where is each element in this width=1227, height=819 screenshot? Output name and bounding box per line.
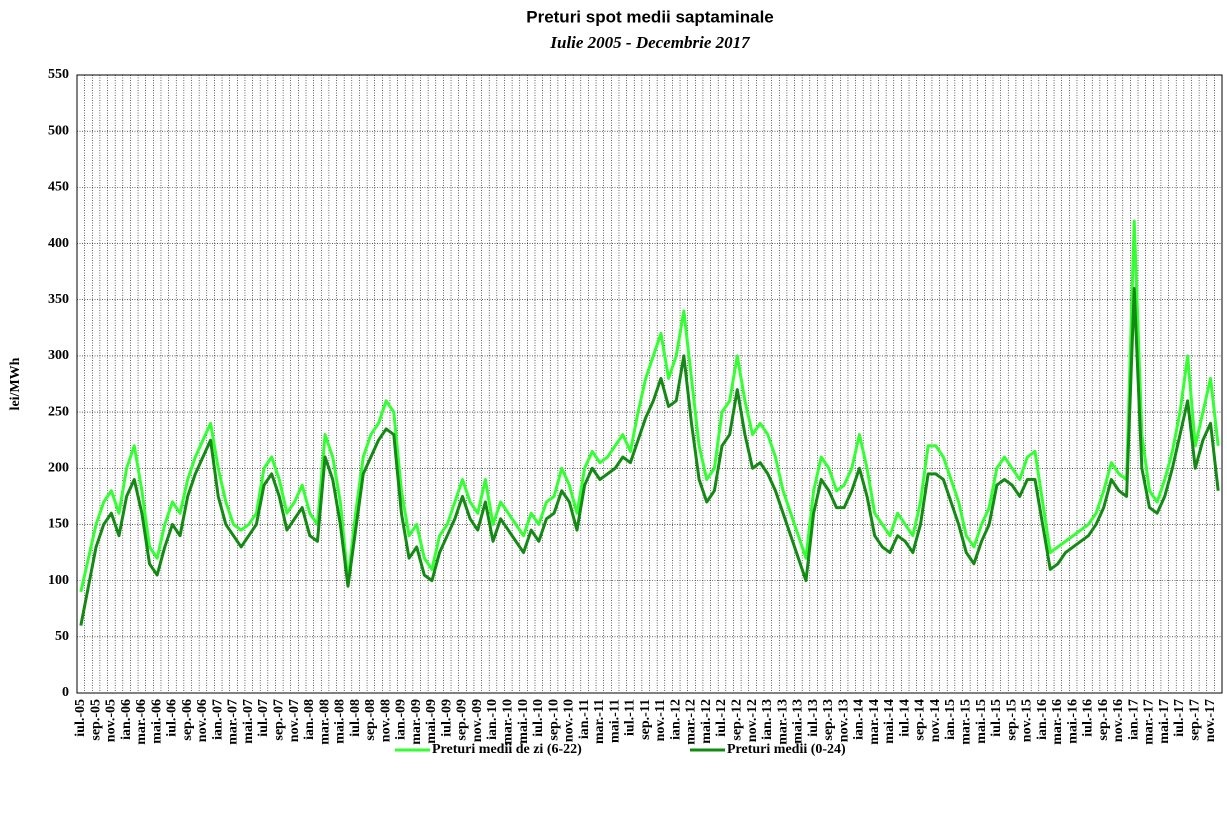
- x-tick-label: sep.-08: [363, 699, 378, 741]
- x-tick-label: sep.-17: [1188, 699, 1203, 741]
- x-tick-label: nov.-10: [562, 699, 577, 742]
- x-tick-label: nov.-07: [287, 699, 302, 742]
- x-tick-label: sep.-11: [638, 699, 653, 740]
- y-tick-label: 400: [48, 236, 69, 251]
- x-tick-label: mar.-17: [1142, 699, 1157, 745]
- x-tick-label: mar.-14: [867, 699, 882, 745]
- x-tick-label: nov.-06: [195, 699, 210, 742]
- x-tick-label: sep.-09: [455, 699, 470, 741]
- x-tick-label: iul.-16: [1081, 699, 1096, 737]
- plot-frame: [76, 74, 1223, 694]
- x-tick-label: nov.-14: [928, 699, 943, 742]
- x-tick-label: mar.-13: [775, 699, 790, 745]
- x-tick-label: ian.-10: [485, 699, 500, 740]
- x-tick-label: mai.-17: [1157, 699, 1172, 744]
- x-tick-label: iul.-08: [348, 699, 363, 737]
- x-tick-label: iul.-17: [1172, 699, 1187, 737]
- legend-label: Preturi medii (0-24): [727, 742, 846, 757]
- x-tick-label: mai.-08: [333, 699, 348, 744]
- y-tick-label: 550: [48, 67, 69, 82]
- y-axis-label: lei/MWh: [8, 357, 23, 410]
- x-tick-label: ian.-07: [210, 699, 225, 740]
- x-tick-label: iul.-10: [531, 699, 546, 737]
- y-tick-label: 500: [48, 123, 69, 138]
- x-tick-label: mai.-12: [699, 699, 714, 744]
- y-tick-label: 250: [48, 404, 69, 419]
- x-tick-label: nov.-05: [104, 699, 119, 742]
- x-tick-label: mar.-09: [409, 699, 424, 745]
- x-tick-label: ian.-09: [394, 699, 409, 740]
- x-tick-label: mai.-13: [791, 699, 806, 744]
- y-tick-label: 150: [48, 517, 69, 532]
- x-tick-label: ian.-08: [302, 699, 317, 740]
- x-tick-label: ian.-16: [1035, 699, 1050, 740]
- x-tick-label: nov.-12: [745, 699, 760, 742]
- x-tick-label: sep.-15: [1004, 699, 1019, 741]
- x-tick-label: sep.-14: [913, 699, 928, 741]
- x-tick-label: nov.-16: [1111, 699, 1126, 742]
- x-tick-label: sep.-06: [180, 699, 195, 741]
- chart-title: Preturi spot medii saptaminale: [526, 7, 774, 26]
- x-tick-label: nov.-17: [1203, 699, 1218, 742]
- x-tick-label: sep.-13: [821, 699, 836, 741]
- x-tick-label: iul.-11: [623, 699, 638, 736]
- y-tick-label: 350: [48, 292, 69, 307]
- x-tick-label: ian.-15: [943, 699, 958, 740]
- x-tick-label: mar.-12: [684, 699, 699, 745]
- x-tick-label: mai.-11: [607, 699, 622, 743]
- x-tick-label: sep.-16: [1096, 699, 1111, 741]
- x-tick-label: nov.-15: [1020, 699, 1035, 742]
- y-tick-label: 50: [55, 629, 69, 644]
- y-tick-label: 100: [48, 573, 69, 588]
- y-tick-label: 300: [48, 348, 69, 363]
- x-tick-label: iul.-14: [897, 699, 912, 737]
- x-tick-label: iul.-06: [165, 699, 180, 737]
- x-tick-label: mai.-06: [149, 699, 164, 744]
- x-tick-label: iul.-13: [806, 699, 821, 737]
- y-tick-label: 450: [48, 180, 69, 195]
- x-tick-label: mar.-15: [959, 699, 974, 745]
- x-tick-label: ian.-13: [760, 699, 775, 740]
- x-tick-label: iul.-09: [439, 699, 454, 737]
- x-tick-label: mai.-09: [424, 699, 439, 744]
- x-tick-label: mai.-16: [1065, 699, 1080, 744]
- legend-label: Preturi medii de zi (6-22): [432, 742, 582, 757]
- y-tick-label: 200: [48, 460, 69, 475]
- x-tick-label: mai.-10: [516, 699, 531, 744]
- x-tick-label: mai.-07: [241, 699, 256, 744]
- x-tick-label: mar.-16: [1050, 699, 1065, 745]
- x-tick-label: mar.-07: [226, 699, 241, 745]
- x-tick-label: iul.-12: [714, 699, 729, 737]
- x-tick-label: ian.-17: [1126, 699, 1141, 740]
- x-tick-label: ian.-14: [852, 699, 867, 740]
- x-tick-label: sep.-05: [88, 699, 103, 741]
- x-tick-label: nov.-13: [836, 699, 851, 742]
- x-tick-label: iul.-07: [256, 699, 271, 737]
- x-tick-label: sep.-07: [272, 699, 287, 741]
- x-tick-label: mar.-06: [134, 699, 149, 745]
- x-tick-label: nov.-09: [470, 699, 485, 742]
- x-tick-label: iul.-05: [73, 699, 88, 737]
- chart-subtitle: Iulie 2005 - Decembrie 2017: [549, 33, 751, 52]
- x-tick-label: ian.-12: [668, 699, 683, 740]
- y-tick-label: 0: [62, 685, 69, 700]
- x-tick-label: nov.-11: [653, 699, 668, 741]
- x-tick-label: mar.-08: [317, 699, 332, 745]
- x-tick-label: mar.-11: [592, 699, 607, 744]
- x-tick-label: mai.-15: [974, 699, 989, 744]
- series-line: [79, 286, 1220, 626]
- x-tick-label: ian.-11: [577, 699, 592, 739]
- x-tick-label: nov.-08: [378, 699, 393, 742]
- x-tick-label: sep.-12: [730, 699, 745, 741]
- x-tick-label: mar.-10: [501, 699, 516, 745]
- x-tick-label: iul.-15: [989, 699, 1004, 737]
- x-tick-label: mai.-14: [882, 699, 897, 744]
- x-tick-label: ian.-06: [119, 699, 134, 740]
- x-tick-label: sep.-10: [546, 699, 561, 741]
- series-line: [79, 219, 1220, 593]
